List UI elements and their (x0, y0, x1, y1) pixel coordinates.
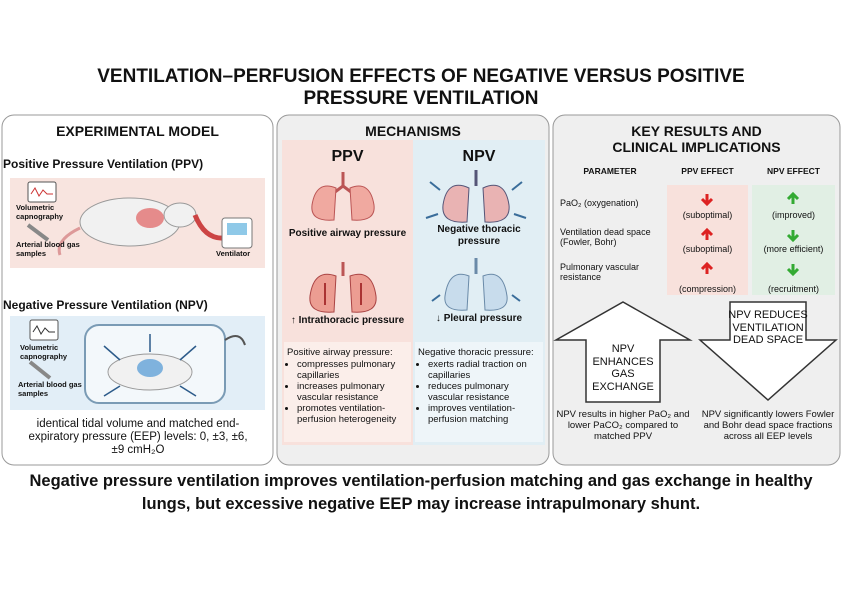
title: VENTILATION–PERFUSION EFFECTS OF NEGATIV… (30, 66, 812, 110)
arrow-text: NPV ENHANCES GAS EXCHANGE (592, 343, 654, 393)
heading-line: CLINICAL IMPLICATIONS (612, 139, 781, 156)
npv-summary-bg (415, 342, 543, 442)
heading-line: KEY RESULTS AND (631, 123, 762, 139)
title-line: PRESSURE VENTILATION (303, 87, 539, 109)
effect-arrows (700, 191, 800, 277)
summary-list: compresses pulmonary capillaries increas… (287, 359, 411, 426)
parameter-label: PaO₂ (oxygenation) (560, 198, 639, 208)
section-label: Positive Pressure Ventilation (PPV) (3, 157, 204, 171)
syringe (28, 360, 52, 380)
result-note: NPV significantly lowers Fowler and Bohr… (701, 409, 835, 442)
effect-label: (more efficient) (763, 244, 824, 254)
effect-label: (suboptimal) (682, 244, 733, 254)
waveform (32, 325, 55, 335)
down-arrow (698, 301, 838, 402)
summary-item: compresses pulmonary capillaries (297, 359, 411, 382)
summary-item: increases pulmonary vascular resistance (297, 381, 411, 404)
up-arrow (553, 301, 693, 403)
lung-label: ↓ Pleural pressure (435, 313, 523, 324)
summary-item: exerts radial traction on capillaries (428, 359, 543, 382)
table-header: PPV EFFECT (681, 166, 734, 176)
lung-icons (309, 170, 527, 313)
summary-item: reduces pulmonary vascular resistance (428, 381, 543, 404)
image-label: Arterial blood gas samples (18, 380, 82, 398)
effect-label: (recruitment) (767, 284, 819, 294)
result-note: NPV results in higher PaO₂ and lower PaC… (556, 409, 690, 442)
summary-head: Negative thoracic pressure: (418, 347, 534, 358)
tail (57, 226, 81, 256)
arrow-text: NPV REDUCES VENTILATION DEAD SPACE (728, 309, 808, 347)
image-label: Ventilator (216, 249, 251, 258)
summary-list: exerts radial traction on capillaries re… (418, 359, 543, 426)
panel-heading: MECHANISMS (365, 123, 461, 139)
lung-label: ↑ Intrathoracic pressure (290, 315, 405, 326)
section-label: Negative Pressure Ventilation (NPV) (3, 298, 208, 312)
image-label: Volumetric capnography (16, 203, 64, 221)
syringe (26, 223, 50, 242)
table-header: PARAMETER (583, 166, 637, 176)
rat (79, 197, 181, 247)
ppv-summary-bg (284, 342, 411, 442)
lung-label: Positive airway pressure (288, 228, 407, 239)
column-title: NPV (462, 148, 496, 165)
pressure-arrows (103, 334, 197, 397)
column-title: PPV (331, 148, 364, 165)
image-label: Volumetric capnography (20, 343, 68, 361)
summary-head: Positive airway pressure: (287, 347, 393, 358)
lungs (137, 359, 163, 377)
ventilator-screen (227, 223, 247, 235)
lung-label: Negative thoracic pressure (437, 224, 521, 247)
effect-label: (suboptimal) (682, 210, 733, 220)
summary-item: promotes ventilation-perfusion heterogen… (297, 403, 411, 426)
panel-heading: KEY RESULTS AND CLINICAL IMPLICATIONS (553, 123, 840, 155)
model-note: identical tidal volume and matched end-e… (28, 418, 248, 457)
parameter-label: Pulmonary vascular resistance (560, 262, 640, 283)
image-label: Arterial blood gas samples (16, 240, 80, 258)
waveform (30, 187, 53, 197)
summary-item: improves ventilation-perfusion matching (428, 403, 543, 426)
effect-label: (compression) (678, 284, 736, 294)
conclusion: Negative pressure ventilation improves v… (29, 472, 813, 514)
tube (224, 335, 246, 346)
rat-head (163, 202, 197, 228)
table-header: NPV EFFECT (767, 166, 820, 176)
effect-label: (improved) (771, 210, 815, 220)
title-line: VENTILATION–PERFUSION EFFECTS OF NEGATIV… (97, 66, 745, 87)
parameter-label: Ventilation dead space (Fowler, Bohr) (560, 227, 651, 248)
panel-heading: EXPERIMENTAL MODEL (56, 123, 219, 139)
lungs (136, 208, 164, 228)
